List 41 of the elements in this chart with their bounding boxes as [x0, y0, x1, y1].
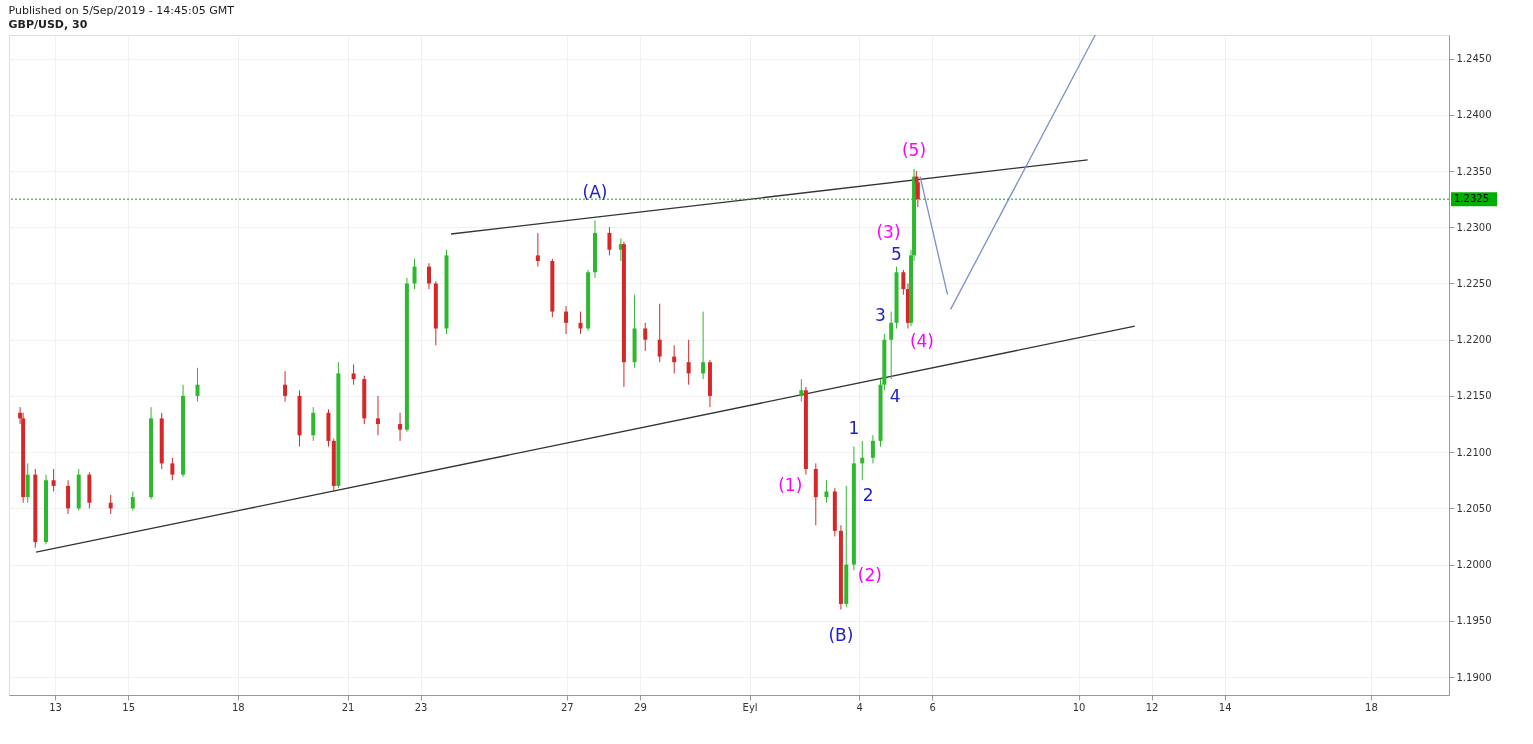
annotation: 4 — [889, 386, 901, 407]
chart-subtitle: GBP/USD, 30 — [8, 18, 88, 32]
y-tick-label: 1.1900 — [1456, 671, 1492, 683]
y-tick-label: 1.2100 — [1456, 446, 1492, 458]
x-tick-label: 23 — [414, 701, 428, 713]
annotation: (5) — [901, 139, 927, 160]
y-tick-label: 1.2050 — [1456, 502, 1492, 514]
y-tick-label: 1.2450 — [1456, 53, 1492, 65]
y-tick-label: 1.2000 — [1456, 559, 1492, 571]
annotation: (3) — [876, 221, 901, 242]
x-tick-label: 27 — [560, 701, 574, 713]
x-tick-label: 18 — [1365, 701, 1378, 713]
annotation: (B) — [828, 624, 854, 645]
x-tick-label: 10 — [1072, 701, 1086, 713]
annotation: 5 — [891, 243, 902, 264]
x-tick-label: 29 — [634, 701, 647, 713]
y-tick-label: 1.2250 — [1456, 277, 1492, 289]
x-tick-label: 13 — [49, 701, 62, 713]
x-tick-label: 15 — [122, 701, 136, 713]
annotation: (A) — [582, 181, 608, 202]
y-tick-label: 1.2350 — [1456, 165, 1492, 177]
y-tick-label: 1.2200 — [1456, 334, 1492, 346]
y-tick-label: 1.2400 — [1456, 109, 1492, 121]
x-tick-label: 12 — [1145, 701, 1159, 713]
x-tick-label: Eyl — [742, 701, 758, 713]
annotation: (1) — [778, 474, 803, 495]
x-tick-label: 6 — [929, 701, 936, 713]
y-tick-label: 1.1950 — [1456, 615, 1492, 627]
annotation: (4) — [909, 331, 934, 352]
x-tick-label: 21 — [341, 701, 355, 713]
x-tick-label: 4 — [856, 701, 863, 713]
x-tick-label: 18 — [232, 701, 245, 713]
y-tick-label: 1.2300 — [1456, 221, 1492, 233]
ref-line-label: 1.2325 — [1454, 193, 1489, 205]
chart-title: Published on 5/Sep/2019 - 14:45:05 GMT — [8, 4, 235, 18]
annotation: (2) — [857, 565, 882, 586]
annotation: 3 — [874, 305, 886, 326]
x-tick-label: 14 — [1218, 701, 1232, 713]
annotation: 2 — [862, 485, 874, 506]
y-tick-label: 1.2150 — [1456, 390, 1492, 402]
annotation: 1 — [848, 417, 860, 438]
